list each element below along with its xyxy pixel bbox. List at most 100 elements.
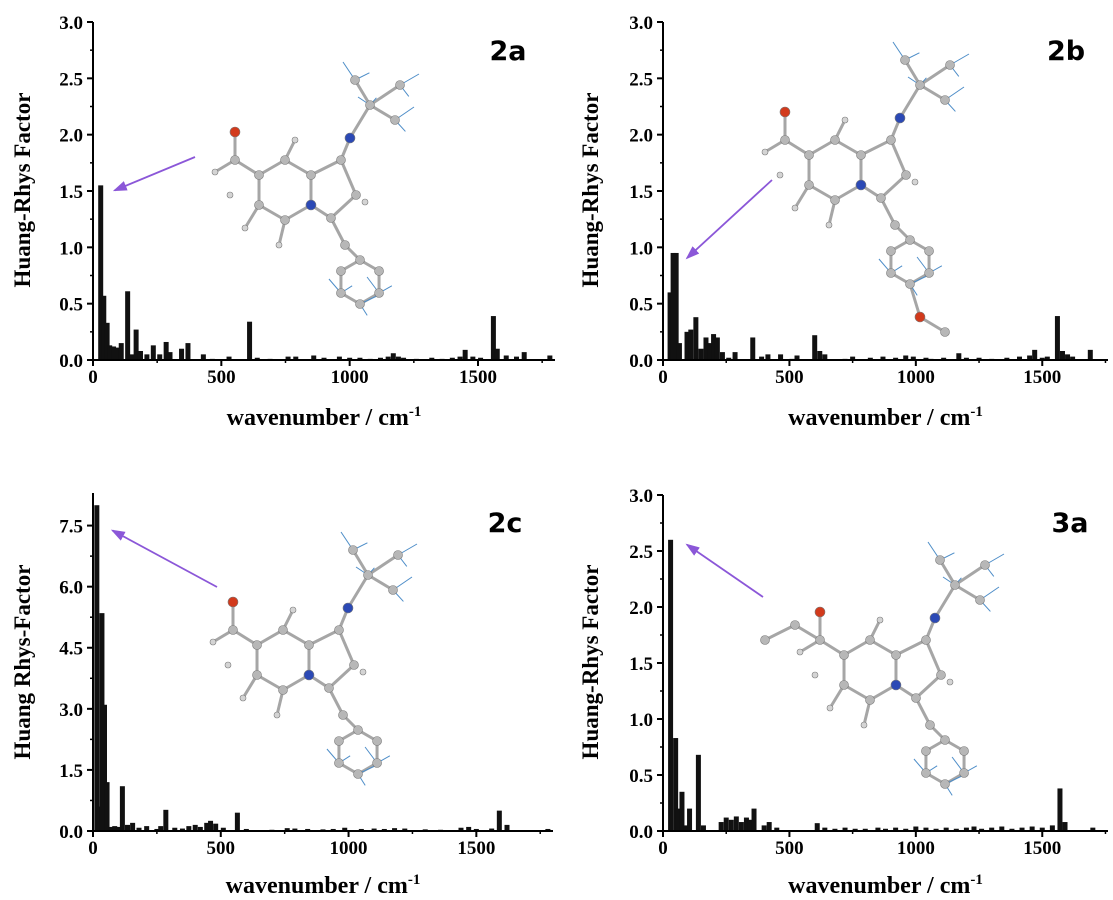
bar (1062, 822, 1068, 831)
bar (94, 505, 100, 831)
bar (429, 357, 435, 360)
molecule-bond (329, 216, 347, 247)
atom (924, 268, 934, 278)
arrow (112, 156, 196, 192)
bar (254, 357, 260, 360)
molecule-bond (366, 573, 395, 592)
x-axis-label: wavenumber / cm-1 (788, 872, 983, 899)
bar (832, 828, 838, 831)
atom (353, 725, 363, 735)
atom (230, 155, 240, 165)
bar (466, 826, 472, 831)
atom (886, 268, 896, 278)
bar (284, 828, 290, 831)
molecule-bond (339, 158, 358, 197)
x-tick-label: 0 (658, 367, 668, 388)
atom (946, 678, 954, 686)
y-tick-label: 2.5 (59, 69, 83, 90)
x-axis-label-main: wavenumber / cm (227, 405, 409, 431)
molecule-bond (868, 638, 898, 657)
bar (812, 335, 818, 360)
atom (336, 288, 346, 298)
bar (923, 357, 929, 360)
bar (402, 828, 408, 831)
atom (390, 115, 400, 125)
bar (766, 822, 772, 831)
bar (234, 812, 240, 831)
bar (765, 354, 771, 360)
bar (158, 826, 164, 831)
bar (750, 337, 756, 360)
bar (794, 355, 800, 360)
x-tick-label: 1000 (897, 838, 935, 859)
panel-label: 3a (1051, 508, 1088, 539)
molecule-bond (763, 623, 797, 642)
bar (112, 826, 118, 831)
bar (220, 827, 226, 831)
molecule-bond (938, 558, 957, 587)
atom (273, 711, 281, 719)
y-tick-label: 2.5 (629, 69, 653, 90)
molecule-bond (329, 193, 358, 220)
atom (395, 80, 405, 90)
atom (355, 299, 365, 309)
x-axis-label-superscript: -1 (408, 872, 421, 888)
bar (144, 354, 150, 360)
bar (504, 824, 510, 831)
molecule-bond (368, 83, 402, 107)
bar (99, 613, 105, 831)
atom (959, 746, 969, 756)
bar (719, 352, 725, 360)
y-tick-label: 1.0 (629, 710, 653, 731)
molecule-bond (879, 196, 897, 227)
x-axis-label-main: wavenumber / cm (226, 873, 408, 899)
bar (130, 822, 136, 831)
atom (388, 585, 398, 595)
molecule-bond (894, 638, 928, 657)
bar (293, 356, 299, 360)
bar (157, 354, 163, 360)
molecule-bond (914, 673, 943, 700)
y-tick-label: 7.5 (59, 517, 83, 538)
atom (224, 661, 232, 669)
bar (963, 827, 969, 831)
y-tick-label: 1.5 (629, 182, 653, 203)
atom (841, 116, 849, 124)
bar (371, 828, 377, 831)
bar (473, 828, 479, 831)
bar (1029, 826, 1035, 831)
atom (280, 155, 290, 165)
atom (334, 736, 344, 746)
atom (349, 660, 359, 670)
x-tick-label: 500 (775, 838, 804, 859)
bar (850, 356, 856, 360)
y-tick-label: 0.5 (629, 295, 653, 316)
bar (979, 828, 985, 831)
atom (830, 135, 840, 145)
molecule-bond (327, 686, 345, 717)
bar (842, 827, 848, 831)
bar (204, 822, 210, 831)
bar (185, 343, 191, 360)
bar (822, 827, 828, 831)
atom (254, 200, 264, 210)
atom (324, 683, 334, 693)
molecule-bond (953, 563, 987, 587)
bar (989, 827, 995, 831)
atom (211, 168, 219, 176)
bar (311, 355, 317, 360)
bar (136, 827, 142, 831)
molecule-2c-image (209, 531, 418, 786)
bar (707, 343, 713, 360)
molecule-bond (307, 628, 341, 647)
bar (247, 321, 253, 360)
y-tick-label: 2.0 (629, 598, 653, 619)
atom (278, 625, 288, 635)
panel-label: 2c (488, 508, 523, 539)
bar (687, 808, 693, 831)
bar (733, 816, 739, 831)
bar (817, 350, 823, 360)
atom (361, 198, 369, 206)
atom (350, 75, 360, 85)
